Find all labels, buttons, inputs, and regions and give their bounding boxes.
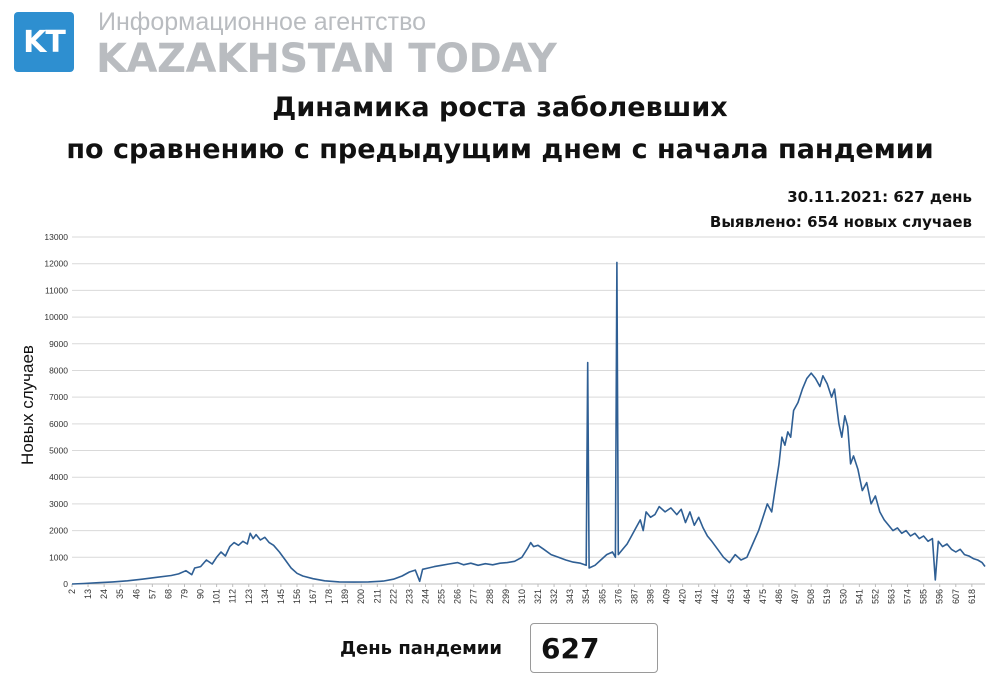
- x-tick-label: 563: [887, 589, 897, 604]
- x-tick-label: 398: [645, 589, 655, 604]
- x-tick-label: 409: [662, 589, 672, 604]
- x-tick-label: 167: [308, 589, 318, 604]
- date-info: 30.11.2021: 627 день: [787, 188, 972, 206]
- day-label: День пандемии: [340, 638, 503, 659]
- y-tick-labels: 0 1000 2000 3000 4000 5000 6000 7000 8000 9000 100…: [44, 232, 68, 589]
- x-tick-label: 497: [790, 589, 800, 604]
- x-tick-label: 541: [854, 589, 864, 604]
- x-tick-label: 530: [838, 589, 848, 604]
- x-tick-label: 222: [388, 589, 398, 604]
- x-tick-label: 596: [935, 589, 945, 604]
- x-tick-label: 123: [244, 589, 254, 604]
- x-tick-label: 288: [485, 589, 495, 604]
- x-tick-label: 244: [421, 589, 431, 604]
- x-tick-label: 442: [710, 589, 720, 604]
- x-tick-label: 387: [629, 589, 639, 604]
- x-tick-label: 475: [758, 589, 768, 604]
- x-tick-label: 255: [437, 589, 447, 604]
- y-tick-label: 7000: [49, 392, 68, 402]
- x-tick-label: 68: [163, 589, 173, 599]
- x-tick-label: 145: [276, 589, 286, 604]
- x-tick-label: 2: [67, 589, 77, 594]
- x-tick-label: 519: [822, 589, 832, 604]
- y-tick-label: 8000: [49, 365, 68, 375]
- x-tick-label: 101: [212, 589, 222, 604]
- chart-title-line2: по сравнению с предыдущим днем с начала …: [66, 134, 934, 165]
- y-tick-label: 5000: [49, 446, 68, 456]
- x-tick-label: 134: [260, 589, 270, 604]
- x-tick-label: 310: [517, 589, 527, 604]
- x-tick-label: 299: [501, 589, 511, 604]
- chart-title-line1: Динамика роста заболевших: [272, 92, 728, 123]
- x-tick-label: 156: [292, 589, 302, 604]
- y-tick-label: 13000: [44, 232, 68, 242]
- logo-kt: KT: [14, 12, 74, 72]
- x-tick-label: 200: [356, 589, 366, 604]
- x-tick-label: 508: [806, 589, 816, 604]
- y-tick-label: 3000: [49, 499, 68, 509]
- x-tick-label: 13: [83, 589, 93, 599]
- x-tick-label: 321: [533, 589, 543, 604]
- x-tick-label: 464: [742, 589, 752, 604]
- x-tick-label: 277: [469, 589, 479, 604]
- x-tick-label: 574: [903, 589, 913, 604]
- y-tick-label: 2000: [49, 526, 68, 536]
- series-line: [71, 261, 986, 585]
- x-tick-label: 343: [565, 589, 575, 604]
- x-tick-label: 453: [726, 589, 736, 604]
- x-tick-label: 354: [581, 589, 591, 604]
- x-tick-label: 79: [179, 589, 189, 599]
- y-tick-label: 10000: [44, 312, 68, 322]
- y-tick-label: 12000: [44, 259, 68, 269]
- x-tick-label: 211: [372, 589, 382, 603]
- x-tick-labels: 2 13 24 35 46 57 68 79 90 101 112 123 134 145 156 167 17…: [67, 584, 977, 604]
- x-tick-label: 233: [404, 589, 414, 604]
- x-tick-label: 376: [613, 589, 623, 604]
- y-tick-label: 4000: [49, 472, 68, 482]
- x-tick-label: 431: [694, 589, 704, 604]
- agency-name: KAZAKHSTAN TODAY: [96, 36, 557, 82]
- y-tick-label: 1000: [49, 552, 68, 562]
- chart-grid: [72, 236, 985, 585]
- y-tick-label: 6000: [49, 419, 68, 429]
- x-tick-label: 90: [196, 589, 206, 599]
- x-tick-label: 420: [678, 589, 688, 604]
- agency-subtitle: Информационное агентство: [98, 8, 427, 36]
- x-tick-label: 607: [951, 589, 961, 604]
- x-tick-label: 46: [131, 589, 141, 599]
- x-tick-label: 266: [453, 589, 463, 604]
- x-tick-label: 365: [597, 589, 607, 604]
- x-tick-label: 57: [147, 589, 157, 599]
- y-axis-label: Новых случаев: [18, 345, 37, 465]
- cases-info: Выявлено: 654 новых случаев: [709, 213, 972, 231]
- x-tick-label: 486: [774, 589, 784, 604]
- x-tick-label: 24: [99, 589, 109, 599]
- x-tick-label: 112: [228, 589, 238, 603]
- x-tick-label: 189: [340, 589, 350, 604]
- x-tick-label: 552: [870, 589, 880, 604]
- x-tick-label: 178: [324, 589, 334, 604]
- day-value-box: 627: [530, 623, 658, 673]
- x-tick-label: 585: [919, 589, 929, 604]
- x-tick-label: 332: [549, 589, 559, 604]
- y-tick-label: 9000: [49, 339, 68, 349]
- x-tick-label: 35: [115, 589, 125, 599]
- x-tick-label: 618: [967, 589, 977, 604]
- y-tick-label: 0: [63, 579, 68, 589]
- y-tick-label: 11000: [45, 285, 68, 295]
